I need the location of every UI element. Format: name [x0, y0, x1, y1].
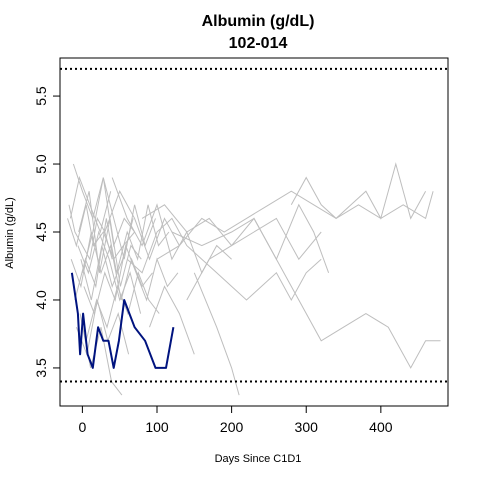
- y-axis: 3.5 4.0 4.5 5.0 5.5: [33, 86, 60, 378]
- background-series-line-12: [85, 271, 160, 341]
- reference-lines-group: [60, 67, 448, 383]
- x-tick-label: 200: [220, 419, 244, 435]
- y-tick-label: 5.5: [33, 86, 49, 106]
- y-tick-label: 4.5: [33, 222, 49, 242]
- background-series-line-23: [104, 189, 180, 261]
- background-series-line-9: [83, 243, 179, 316]
- highlighted-series-line: [70, 272, 175, 369]
- chart-title: Albumin (g/dL): [202, 13, 315, 30]
- background-series-line-14: [111, 177, 232, 275]
- highlighted-series-group: [70, 272, 175, 369]
- background-series-line-10: [77, 230, 142, 314]
- y-tick-label: 3.5: [33, 358, 49, 378]
- y-axis-title: Albumin (g/dL): [4, 197, 16, 269]
- background-series-line-18: [171, 217, 441, 369]
- x-axis: 0 100 200 300 400: [78, 406, 393, 435]
- background-series-line-22: [149, 285, 195, 355]
- y-tick-label: 4.0: [33, 290, 49, 310]
- background-series-group: [67, 162, 441, 396]
- background-series-line-5: [75, 299, 130, 357]
- x-tick-label: 0: [78, 419, 86, 435]
- background-series-line-21: [290, 162, 427, 220]
- background-series-line-8: [81, 177, 156, 273]
- background-series-line-13: [80, 218, 134, 301]
- background-series-line-2: [70, 231, 153, 301]
- x-axis-title: Days Since C1D1: [215, 453, 302, 465]
- background-series-line-19: [186, 203, 330, 301]
- background-series-line-15: [126, 217, 322, 302]
- x-tick-label: 400: [369, 419, 393, 435]
- background-series-line-17: [156, 190, 434, 260]
- background-series-line-20: [193, 272, 240, 396]
- x-tick-label: 100: [145, 419, 169, 435]
- chart-subtitle: 102-014: [229, 35, 288, 52]
- x-tick-label: 300: [295, 419, 319, 435]
- y-tick-label: 5.0: [33, 154, 49, 174]
- background-series-line-11: [69, 175, 112, 234]
